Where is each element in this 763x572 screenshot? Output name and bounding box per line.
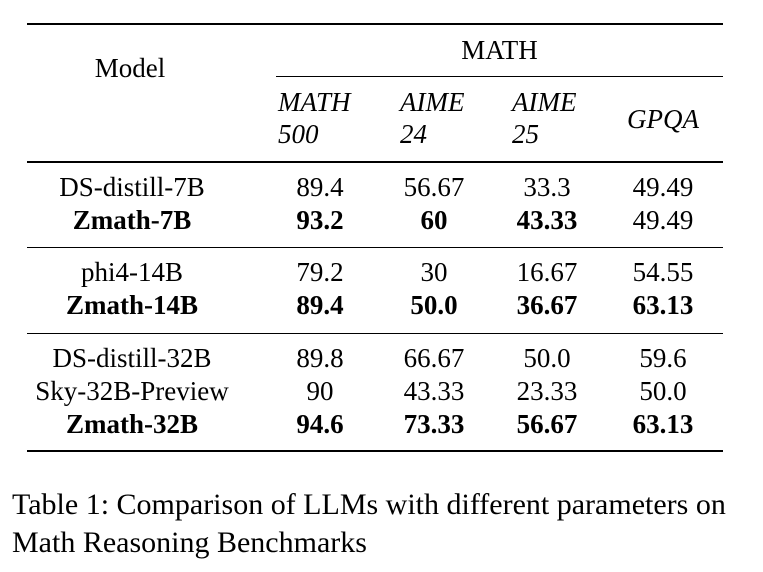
row-value: 63.13 [632,409,694,439]
row-value: 56.67 [403,172,465,202]
group-1-divider [27,247,723,248]
table-bottom-rule [27,450,723,452]
header-col-4: GPQA [627,104,699,134]
row-value: 89.4 [296,290,344,320]
row-value: 94.6 [296,409,344,439]
row-model: Zmath-7B [72,205,192,235]
row-value: 79.2 [296,257,344,287]
row-value: 56.67 [516,409,578,439]
header-col-2-line-2: 24 [400,119,427,149]
row-value: 43.33 [516,205,578,235]
header-model: Model [94,53,166,83]
row-value: 59.6 [639,343,687,373]
table-top-rule [27,23,723,25]
header-col-3-line-2: 25 [512,119,539,149]
row-model: Zmath-32B [65,409,198,439]
header-col-3-line-1: AIME [512,87,577,117]
row-value: 60 [420,205,448,235]
row-value: 90 [306,376,334,406]
row-value: 33.3 [523,172,571,202]
row-value: 89.8 [296,343,344,373]
header-math-group: MATH [461,35,538,65]
header-col-1-line-1: MATH [278,87,351,117]
header-col-2-line-1: AIME [400,87,465,117]
row-value: 30 [420,257,448,287]
row-model: phi4-14B [80,257,183,287]
header-bottom-rule [27,161,723,163]
row-value: 36.67 [516,290,578,320]
row-value: 73.33 [403,409,465,439]
row-value: 54.55 [632,257,694,287]
math-group-underline [276,76,723,77]
row-value: 43.33 [403,376,465,406]
row-value: 49.49 [632,172,694,202]
row-value: 63.13 [632,290,694,320]
row-model: Zmath-14B [65,290,198,320]
header-col-1-line-2: 500 [278,119,319,149]
row-value: 66.67 [403,343,465,373]
row-value: 50.0 [639,376,687,406]
row-value: 16.67 [516,257,578,287]
row-value: 49.49 [632,205,694,235]
table-caption: Table 1: Comparison of LLMs with differe… [12,488,726,559]
row-model: DS-distill-32B [52,343,212,373]
row-model: DS-distill-7B [59,172,205,202]
row-model: Sky-32B-Preview [35,376,229,406]
row-value: 23.33 [516,376,578,406]
row-value: 50.0 [523,343,571,373]
group-2-divider [27,333,723,334]
row-value: 50.0 [410,290,458,320]
row-value: 93.2 [296,205,344,235]
row-value: 89.4 [296,172,344,202]
